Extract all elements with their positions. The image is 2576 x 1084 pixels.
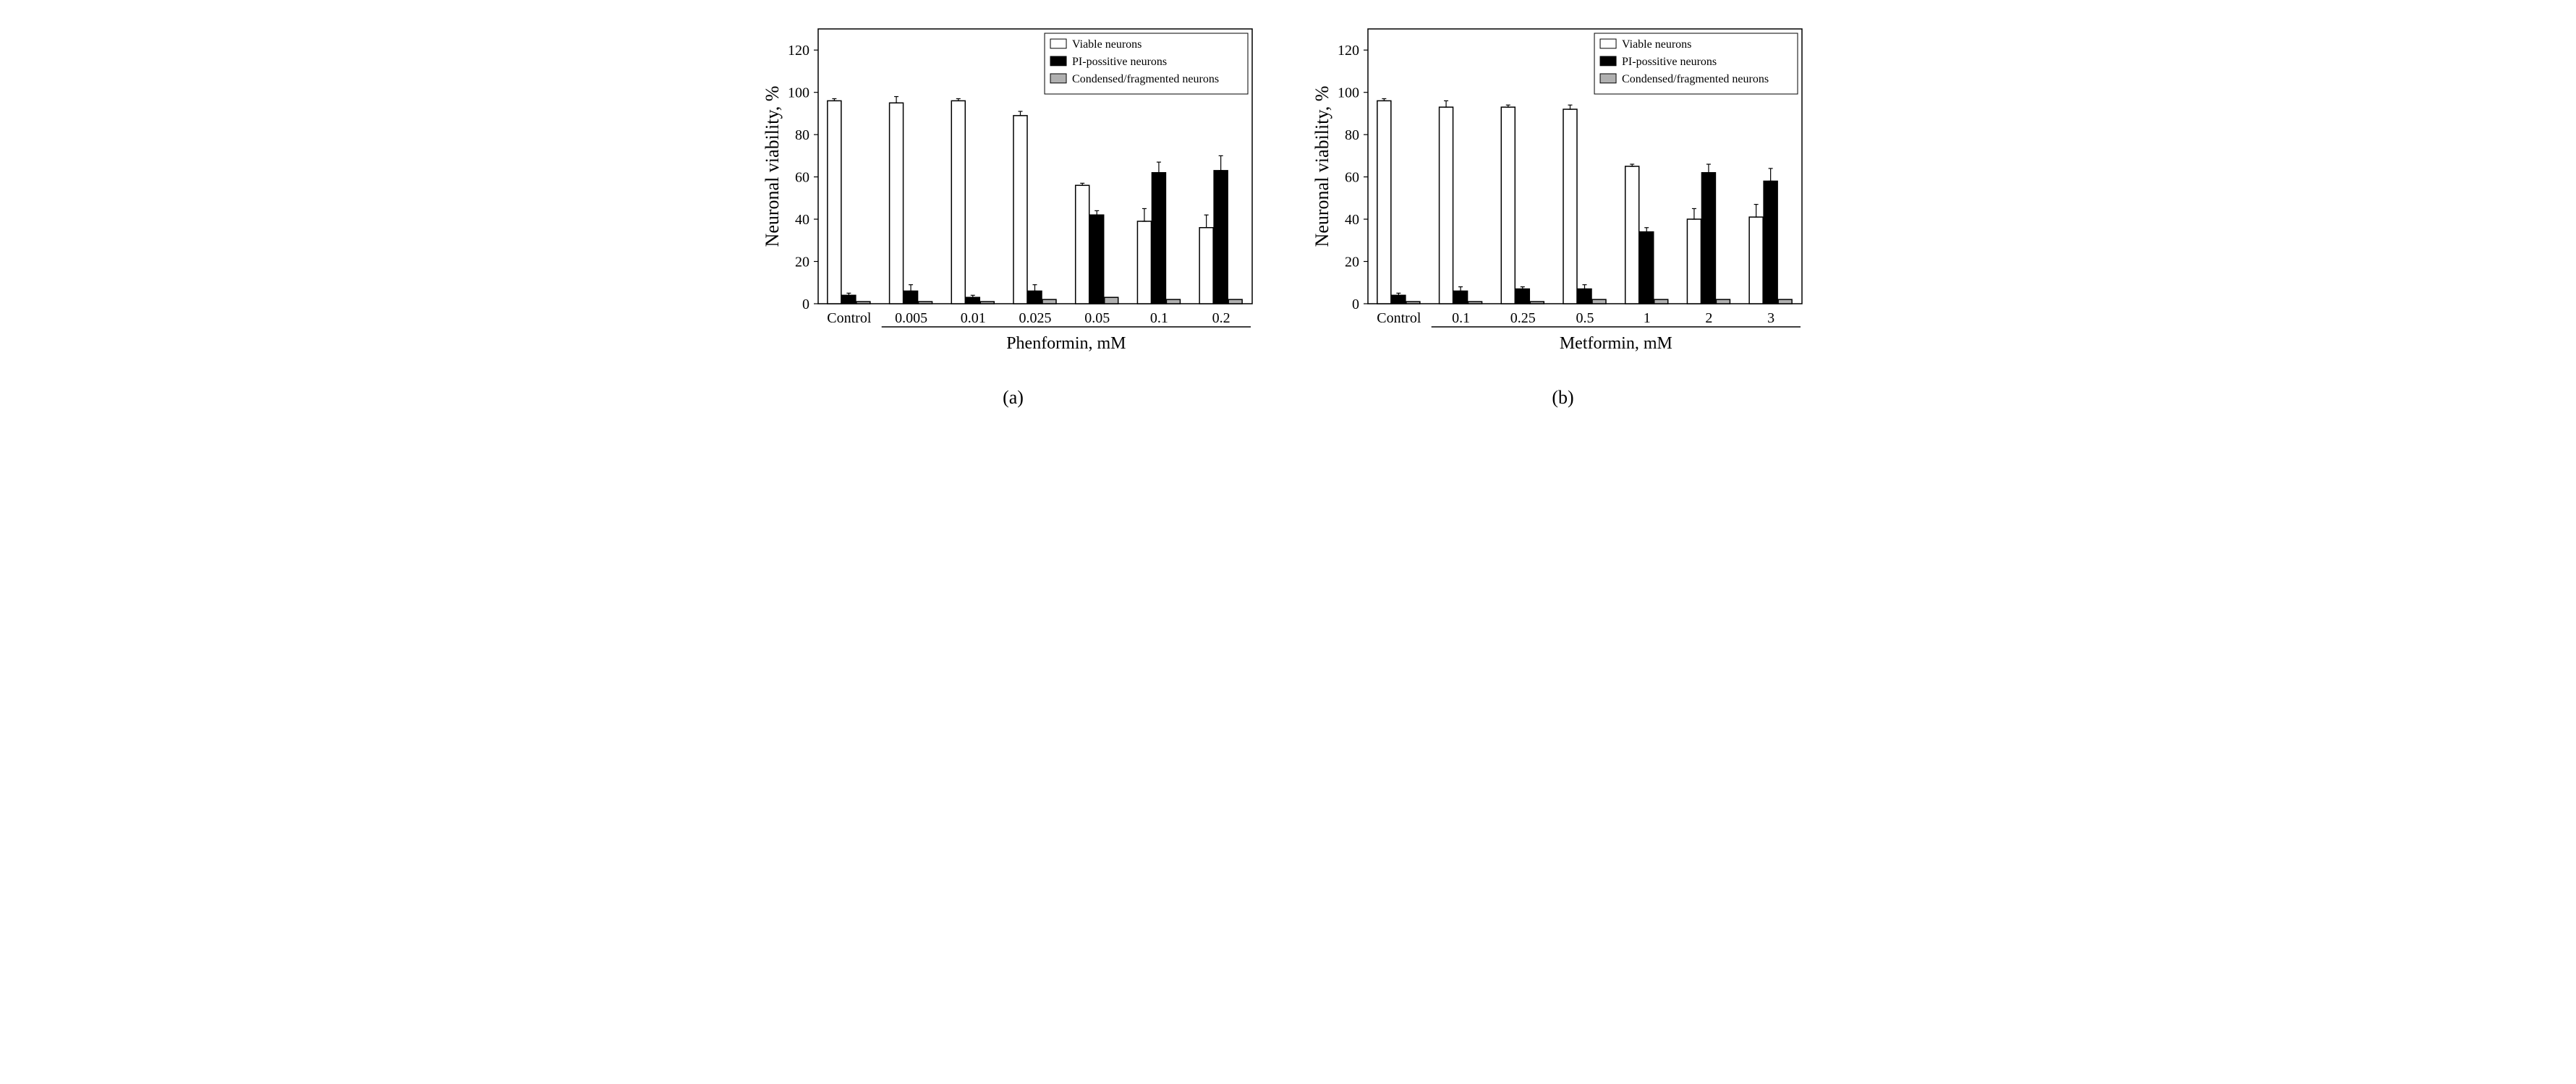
bar	[1578, 289, 1591, 304]
legend-label: Condensed/fragmented neurons	[1072, 73, 1219, 85]
y-tick-label: 100	[1338, 85, 1359, 101]
y-tick-label: 20	[1345, 255, 1359, 270]
bar	[827, 101, 841, 304]
x-tick-label: 1	[1643, 310, 1650, 326]
y-tick-label: 20	[795, 255, 809, 270]
bar	[1075, 185, 1089, 304]
bar	[904, 291, 917, 304]
bar	[841, 295, 855, 304]
bar	[1453, 291, 1467, 304]
bar	[856, 302, 870, 304]
bar	[1377, 101, 1390, 304]
bar	[1406, 302, 1419, 304]
y-tick-label: 40	[1345, 212, 1359, 228]
bar	[1137, 221, 1151, 304]
y-tick-label: 80	[795, 127, 809, 143]
bar	[1214, 171, 1228, 304]
legend-swatch	[1050, 39, 1066, 48]
y-axis-label: Neuronal viability, %	[1312, 86, 1332, 247]
bar	[1028, 291, 1042, 304]
bar	[1778, 299, 1792, 304]
y-tick-label: 120	[788, 43, 809, 59]
chart-b: 0 20 40 60 80 100 120 Neuronal viability, % Cont…	[1310, 14, 1816, 365]
y-axis-label: Neuronal viability, %	[762, 86, 783, 247]
bar	[918, 302, 932, 304]
bar	[1516, 289, 1529, 304]
chart-a: 0 20 40 60 80 100 120 Neuronal viability, % Cont…	[760, 14, 1267, 365]
bar	[1701, 173, 1715, 304]
bar	[980, 302, 994, 304]
legend-label: Viable neurons	[1072, 38, 1142, 51]
bar	[1166, 299, 1180, 304]
bar	[1468, 302, 1482, 304]
chart-svg: 0 20 40 60 80 100 120 Neuronal viability, % Cont…	[760, 14, 1267, 362]
bar	[1654, 299, 1667, 304]
bar	[1501, 107, 1515, 304]
bar	[1716, 299, 1730, 304]
y-tick-label: 60	[1345, 170, 1359, 186]
legend-swatch	[1600, 39, 1616, 48]
bar	[1104, 297, 1118, 304]
bar	[1013, 116, 1027, 304]
x-tick-label: 3	[1767, 310, 1774, 326]
x-tick-label: 0.1	[1452, 310, 1470, 326]
bar	[1089, 215, 1103, 304]
legend-label: PI-possitive neurons	[1622, 56, 1717, 68]
bar	[1639, 232, 1653, 304]
y-tick-label: 120	[1338, 43, 1359, 59]
x-tick-label: 0.005	[895, 310, 927, 326]
legend-label: PI-possitive neurons	[1072, 56, 1167, 68]
x-tick-label: 0.5	[1576, 310, 1594, 326]
legend-swatch	[1600, 56, 1616, 66]
bar	[1687, 219, 1701, 304]
bar	[1042, 299, 1056, 304]
x-tick-label: 0.01	[960, 310, 985, 326]
bar	[1199, 228, 1213, 304]
y-tick-label: 40	[795, 212, 809, 228]
bar	[1563, 109, 1577, 304]
legend-label: Condensed/fragmented neurons	[1622, 73, 1769, 85]
chart-svg: 0 20 40 60 80 100 120 Neuronal viability, % Cont…	[1310, 14, 1816, 362]
figure-row: 020406080100120Neuronal viability, %Cont…	[14, 14, 2562, 409]
bar	[951, 101, 965, 304]
legend-swatch	[1050, 74, 1066, 83]
bar	[1749, 217, 1763, 304]
x-tick-label: 0.05	[1084, 310, 1110, 326]
x-tick-label: 2	[1705, 310, 1712, 326]
bar	[1764, 181, 1777, 304]
x-tick-label: 0.25	[1510, 310, 1535, 326]
x-axis-label: Metformin, mM	[1559, 334, 1672, 353]
legend-swatch	[1600, 74, 1616, 83]
bar	[1439, 107, 1453, 304]
x-tick-label: 0.2	[1212, 310, 1230, 326]
legend-swatch	[1050, 56, 1066, 66]
x-tick-label: 0.1	[1149, 310, 1168, 326]
bar	[1625, 166, 1638, 304]
panel-a: 0 20 40 60 80 100 120 Neuronal viability, % Cont…	[760, 14, 1267, 409]
x-tick-label: Control	[827, 310, 872, 326]
y-tick-label: 60	[795, 170, 809, 186]
bar	[1592, 299, 1606, 304]
x-axis-label: Phenformin, mM	[1006, 334, 1126, 353]
panel-a-label: (a)	[1003, 387, 1024, 409]
y-tick-label: 0	[1352, 296, 1359, 312]
x-tick-label: 0.025	[1019, 310, 1051, 326]
bar	[1152, 173, 1165, 304]
bar	[1228, 299, 1242, 304]
y-tick-label: 100	[788, 85, 809, 101]
bar	[1530, 302, 1544, 304]
bar	[1391, 295, 1405, 304]
bar	[966, 297, 979, 304]
panel-b-label: (b)	[1552, 387, 1573, 409]
panel-b: 0 20 40 60 80 100 120 Neuronal viability, % Cont…	[1310, 14, 1816, 409]
bar	[889, 103, 903, 304]
y-tick-label: 80	[1345, 127, 1359, 143]
legend-label: Viable neurons	[1622, 38, 1691, 51]
x-tick-label: Control	[1377, 310, 1421, 326]
y-tick-label: 0	[802, 296, 809, 312]
